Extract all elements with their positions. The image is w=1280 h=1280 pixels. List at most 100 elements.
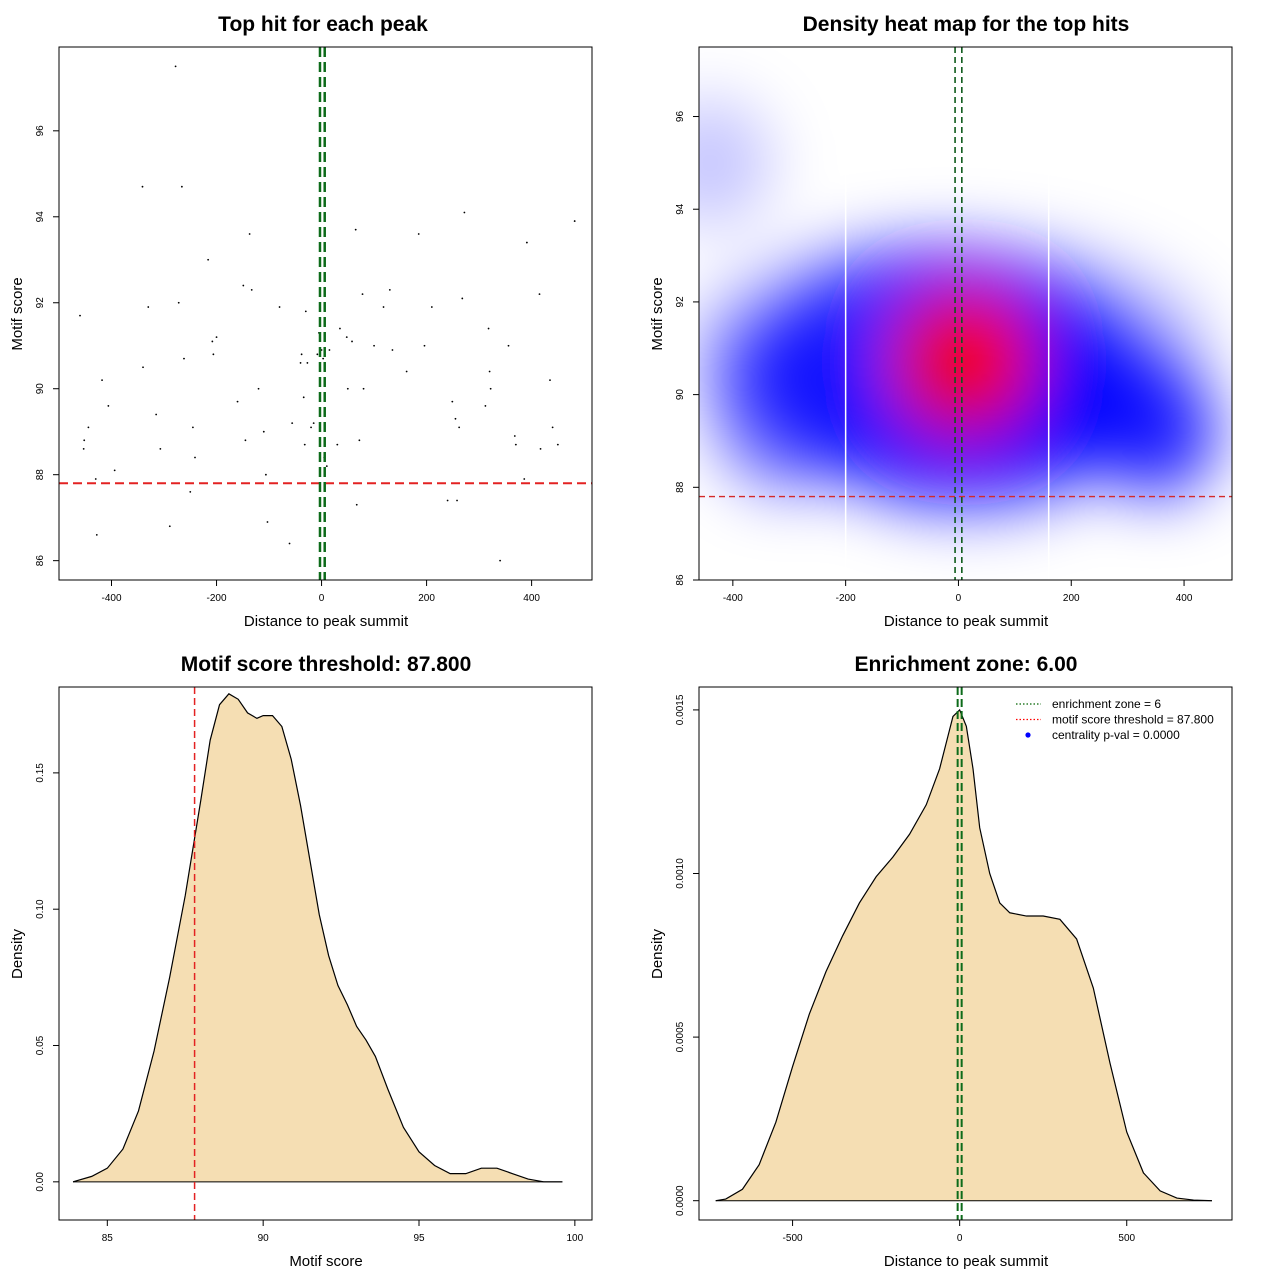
scatter-point (288, 542, 291, 545)
distance-density-legend: enrichment zone = 6 motif score threshold… (1016, 697, 1214, 742)
scatter-point (458, 426, 461, 429)
scatter-point (463, 211, 466, 214)
scatter-point (507, 344, 510, 347)
heatmap-x-label: Distance to peak summit (884, 613, 1049, 630)
scatter-point (358, 439, 361, 442)
scatter-point (391, 349, 394, 351)
scatter-point (303, 443, 306, 446)
scatter-panel: Top hit for each peak -400 -200 0 200 400 86… (9, 13, 593, 630)
scatter-point (177, 301, 180, 304)
scatter-point (423, 344, 426, 347)
scatter-point (236, 400, 239, 403)
score-density-y-axis: 0.00 0.05 0.10 0.15 (35, 763, 59, 1192)
score-density-area (73, 693, 563, 1182)
scatter-point (262, 430, 265, 433)
scatter-point (155, 413, 158, 416)
score-density-x-label: Motif score (289, 1253, 362, 1270)
scatter-point (346, 387, 349, 390)
scatter-point (316, 353, 319, 356)
scatter-point (174, 65, 177, 68)
distance-density-x-tick-label: 0 (957, 1233, 963, 1244)
scatter-point (514, 443, 517, 446)
heatmap-density-blob (710, 315, 869, 492)
score-density-y-tick-label: 0.10 (35, 899, 46, 919)
legend-entry-label: centrality p-val = 0.0000 (1052, 728, 1180, 742)
scatter-point (264, 473, 267, 476)
legend-entry-label: enrichment zone = 6 (1052, 697, 1161, 711)
score-density-y-tick-label: 0.15 (35, 763, 46, 783)
heatmap-density-blob (840, 403, 1100, 516)
scatter-point (142, 366, 144, 369)
scatter-x-label: Distance to peak summit (244, 613, 409, 630)
scatter-point (388, 288, 391, 291)
heatmap-panel: Density heat map for the top hits -400 -2… (649, 13, 1233, 630)
scatter-y-tick-label: 92 (35, 297, 46, 309)
scatter-point (328, 349, 331, 351)
score-density-marks (72, 687, 563, 1220)
scatter-point (101, 379, 103, 382)
scatter-point (312, 422, 315, 425)
score-density-x-tick-label: 85 (102, 1233, 114, 1244)
scatter-point (417, 233, 420, 235)
heatmap-x-tick-label: 400 (1176, 593, 1193, 604)
scatter-point (456, 499, 458, 502)
distance-density-y-tick-label: 0.0015 (675, 694, 686, 725)
scatter-point (556, 443, 559, 446)
scatter-x-tick-label: 400 (523, 593, 540, 604)
scatter-point (454, 417, 457, 420)
scatter-point (304, 310, 307, 313)
scatter-x-tick-label: -400 (102, 593, 122, 604)
distance-density-x-label: Distance to peak summit (884, 1253, 1049, 1270)
scatter-point (325, 465, 328, 467)
scatter-point (95, 533, 98, 536)
distance-density-marks (715, 687, 1212, 1220)
heatmap-x-axis: -400 -200 0 200 400 (723, 580, 1193, 604)
scatter-x-tick-label: 0 (319, 593, 325, 604)
heatmap-title: Density heat map for the top hits (803, 13, 1130, 36)
scatter-point (382, 306, 385, 308)
score-density-title: Motif score threshold: 87.800 (181, 653, 472, 676)
legend-marker-dot (1025, 732, 1031, 738)
scatter-point (351, 340, 353, 343)
scatter-point (306, 362, 309, 364)
heatmap-overlays (699, 47, 1232, 580)
scatter-point (355, 503, 358, 506)
distance-density-x-tick-label: -500 (783, 1233, 803, 1244)
heatmap-density-field (699, 98, 1218, 516)
scatter-x-tick-label: -200 (207, 593, 227, 604)
heatmap-y-tick-label: 96 (675, 111, 686, 123)
scatter-y-tick-label: 94 (35, 211, 46, 223)
scatter-point (523, 478, 526, 480)
scatter-point (192, 426, 194, 429)
scatter-point (354, 228, 357, 231)
scatter-point (573, 220, 576, 222)
scatter-point (244, 439, 247, 442)
heatmap-density-blob (699, 98, 773, 228)
heatmap-x-tick-label: -400 (723, 593, 743, 604)
heatmap-x-tick-label: -200 (836, 593, 856, 604)
distance-density-title: Enrichment zone: 6.00 (855, 653, 1078, 676)
scatter-point (430, 306, 433, 308)
scatter-point (499, 559, 502, 562)
scatter-point (446, 499, 449, 502)
scatter-point (83, 439, 86, 442)
scatter-y-tick-label: 90 (35, 383, 46, 395)
score-density-x-tick-label: 90 (258, 1233, 270, 1244)
distance-density-panel: Enrichment zone: 6.00 -500 0 500 0.00000.0… (649, 653, 1233, 1270)
score-density-y-tick-label: 0.05 (35, 1035, 46, 1055)
scatter-point (87, 426, 90, 429)
heatmap-plot-frame (698, 46, 1233, 581)
scatter-point (194, 456, 196, 459)
distance-density-curve (715, 708, 1212, 1202)
scatter-point (168, 525, 171, 528)
scatter-point (183, 357, 185, 360)
scatter-y-tick-label: 88 (35, 469, 46, 481)
scatter-point (257, 387, 260, 390)
scatter-point (487, 327, 490, 330)
scatter-point (538, 293, 541, 296)
scatter-point (461, 297, 464, 300)
score-density-y-label: Density (9, 928, 26, 979)
scatter-point (451, 400, 454, 403)
distance-density-y-tick-label: 0.0005 (675, 1021, 686, 1052)
